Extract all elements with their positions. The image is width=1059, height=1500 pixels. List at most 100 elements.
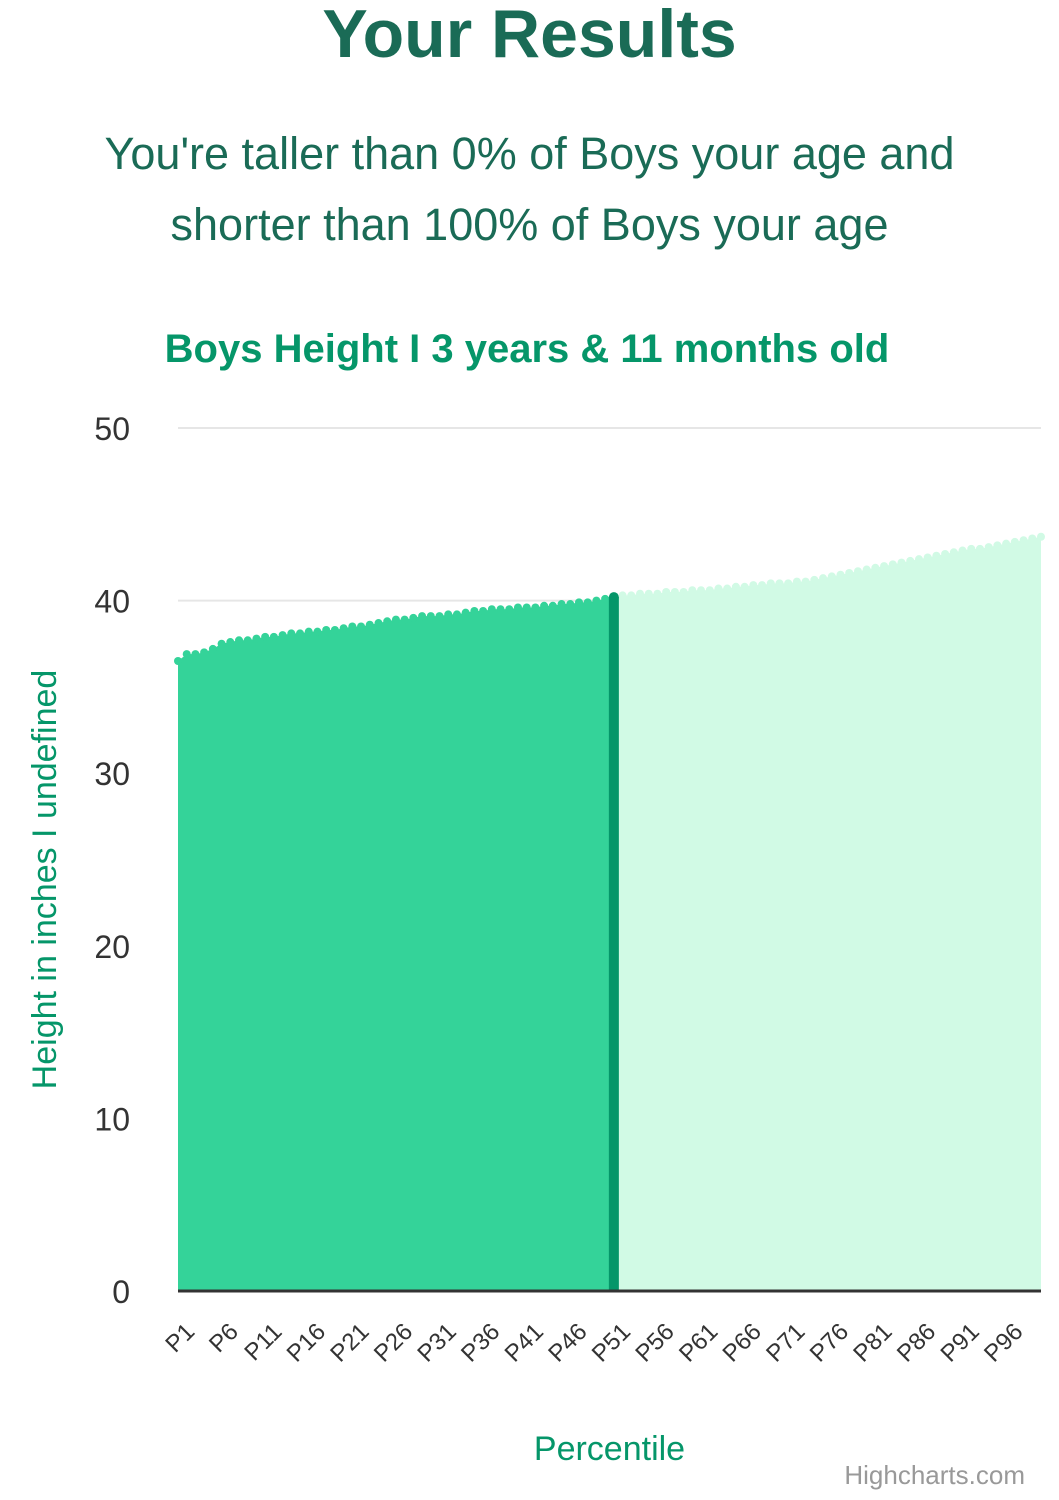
user-marker [608, 592, 619, 1291]
data-point [435, 612, 444, 621]
data-point [479, 606, 488, 615]
data-point [391, 615, 400, 624]
data-point [496, 605, 505, 614]
data-point [941, 549, 950, 558]
data-point [775, 579, 784, 588]
x-tick-label: P71 [761, 1318, 810, 1367]
data-point [191, 650, 200, 659]
data-point [461, 608, 470, 617]
filled-area [178, 597, 614, 1291]
data-point [932, 551, 941, 560]
data-point [984, 543, 993, 552]
data-point [365, 620, 374, 629]
data-point [679, 587, 688, 596]
data-point [418, 612, 427, 621]
data-point [714, 584, 723, 593]
data-point [330, 625, 339, 634]
data-point [374, 619, 383, 628]
data-point [487, 605, 496, 614]
data-point [531, 603, 540, 612]
data-point [801, 577, 810, 586]
marker-point [608, 592, 619, 603]
data-point [653, 589, 662, 598]
data-point [400, 615, 409, 624]
data-point [1028, 534, 1037, 543]
data-point [923, 553, 932, 562]
highcharts-credit[interactable]: Highcharts.com [844, 1460, 1025, 1490]
data-point [1002, 539, 1011, 548]
data-point [862, 565, 871, 574]
data-point [339, 624, 348, 633]
data-point [452, 610, 461, 619]
data-point [688, 586, 697, 595]
data-point [383, 617, 392, 626]
data-point [827, 572, 836, 581]
y-tick-label: 40 [94, 584, 130, 620]
data-point [836, 570, 845, 579]
data-point [888, 560, 897, 569]
data-point [1037, 532, 1045, 541]
data-point [697, 586, 706, 595]
data-point [322, 625, 331, 634]
x-tick-label: P66 [718, 1318, 767, 1367]
data-point [958, 546, 967, 555]
data-point [348, 622, 357, 631]
x-tick-label: P56 [630, 1318, 679, 1367]
data-point [182, 650, 191, 659]
data-point [200, 648, 209, 657]
x-tick-label: P51 [587, 1318, 636, 1367]
data-points [174, 532, 1045, 666]
data-point [357, 622, 366, 631]
x-tick-label: P36 [456, 1318, 505, 1367]
y-axis-labels: 0 10 20 30 40 50 [94, 411, 130, 1310]
data-point [426, 612, 435, 621]
x-tick-label: P46 [543, 1318, 592, 1367]
data-point [217, 639, 226, 648]
data-point [261, 632, 270, 641]
x-tick-label: P76 [805, 1318, 854, 1367]
data-point [287, 629, 296, 638]
data-point [252, 634, 261, 643]
data-point [409, 613, 418, 622]
data-point [313, 627, 322, 636]
chart-title: Boys Height I 3 years & 11 months old [165, 327, 890, 371]
y-tick-label: 0 [112, 1274, 130, 1310]
data-point [444, 610, 453, 619]
data-point [949, 548, 958, 557]
x-tick-label: P1 [160, 1318, 200, 1358]
data-point [662, 587, 671, 596]
remaining-area [613, 536, 1041, 1291]
y-tick-label: 30 [94, 756, 130, 792]
data-point [914, 555, 923, 564]
y-tick-label: 20 [94, 929, 130, 965]
data-point [670, 587, 679, 596]
x-tick-label: P61 [674, 1318, 723, 1367]
data-point [897, 558, 906, 567]
data-point [731, 582, 740, 591]
x-tick-label: P26 [369, 1318, 418, 1367]
data-point [792, 577, 801, 586]
data-point [601, 594, 610, 603]
data-point [269, 632, 278, 641]
data-point [644, 589, 653, 598]
result-summary: You're taller than 0% of Boys your age a… [40, 118, 1019, 260]
data-point [1010, 537, 1019, 546]
data-point [749, 581, 758, 590]
x-tick-label: P31 [412, 1318, 461, 1367]
x-tick-label: P16 [282, 1318, 331, 1367]
data-point [627, 591, 636, 600]
height-percentile-chart: Boys Height I 3 years & 11 months old 0 1… [26, 327, 1045, 1490]
plot-areas [178, 536, 1041, 1291]
data-point [243, 636, 252, 645]
x-tick-label: P96 [979, 1318, 1028, 1367]
data-point [513, 603, 522, 612]
data-point [304, 627, 313, 636]
data-point [766, 579, 775, 588]
data-point [880, 562, 889, 571]
data-point [548, 601, 557, 610]
x-axis-labels: P1 P6P11P16P21P26P31P36P41P46P51P56P61P66… [160, 1318, 1028, 1367]
data-point [784, 579, 793, 588]
x-tick-label: P21 [325, 1318, 374, 1367]
x-tick-label: P91 [936, 1318, 985, 1367]
data-point [470, 606, 479, 615]
